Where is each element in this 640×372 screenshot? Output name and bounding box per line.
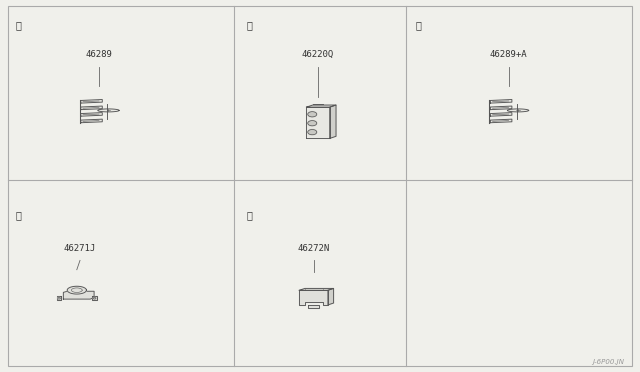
- Polygon shape: [308, 305, 319, 308]
- Text: 46272N: 46272N: [298, 244, 330, 253]
- Text: 46289: 46289: [86, 50, 113, 59]
- Polygon shape: [81, 106, 102, 110]
- Circle shape: [93, 298, 96, 299]
- Text: 46271J: 46271J: [64, 244, 96, 253]
- Polygon shape: [67, 286, 86, 294]
- Polygon shape: [490, 106, 512, 110]
- Polygon shape: [490, 113, 512, 116]
- Polygon shape: [307, 105, 336, 107]
- Circle shape: [308, 129, 317, 135]
- Circle shape: [308, 121, 317, 126]
- Polygon shape: [490, 119, 512, 123]
- Polygon shape: [81, 113, 102, 116]
- Text: J-6P00.JN: J-6P00.JN: [592, 359, 624, 365]
- Polygon shape: [328, 288, 333, 305]
- Polygon shape: [81, 100, 102, 103]
- Polygon shape: [490, 100, 512, 103]
- Circle shape: [308, 112, 317, 117]
- Polygon shape: [508, 109, 529, 112]
- Circle shape: [58, 298, 60, 299]
- Polygon shape: [307, 107, 330, 138]
- Polygon shape: [81, 119, 102, 123]
- Text: ⓑ: ⓑ: [246, 20, 252, 31]
- Polygon shape: [63, 291, 94, 299]
- Text: 46220Q: 46220Q: [302, 50, 334, 59]
- Polygon shape: [98, 109, 119, 112]
- Polygon shape: [92, 296, 97, 300]
- Polygon shape: [330, 105, 336, 138]
- Text: ⓒ: ⓒ: [416, 20, 422, 31]
- Text: ⓐ: ⓐ: [16, 20, 22, 31]
- Polygon shape: [300, 290, 328, 305]
- Text: ⓓ: ⓓ: [16, 210, 22, 220]
- Text: 46289+A: 46289+A: [490, 50, 527, 59]
- Text: ⓔ: ⓔ: [246, 210, 252, 220]
- Polygon shape: [57, 296, 61, 300]
- Polygon shape: [300, 288, 333, 290]
